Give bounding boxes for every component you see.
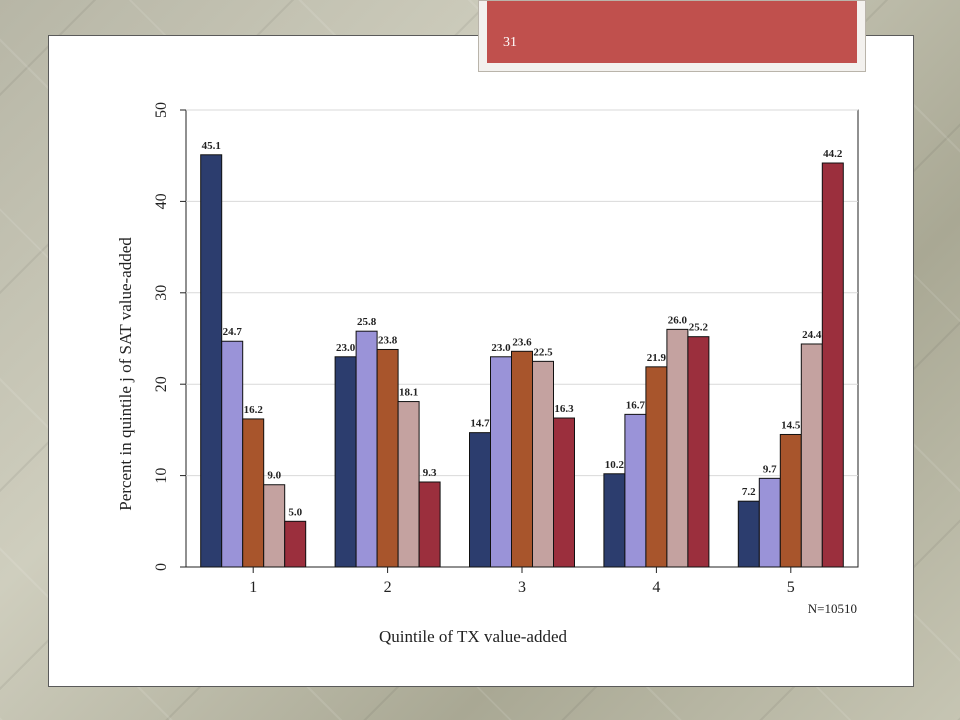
bar (758, 477, 781, 568)
data-label: 9.3 (423, 467, 437, 479)
x-axis-ticks: 1 2 3 4 5 (249, 567, 795, 596)
bar (221, 340, 244, 568)
y-axis-label: Percent in quintile j of SAT value-added (116, 237, 135, 511)
bar (624, 413, 647, 568)
bar (737, 500, 760, 568)
y-tick-label: 30 (153, 285, 170, 301)
data-label: 23.0 (336, 342, 356, 354)
data-label: 23.6 (512, 336, 532, 348)
x-tick-label: 1 (249, 579, 257, 596)
y-tick-label: 20 (153, 376, 170, 392)
data-label: 16.3 (554, 403, 574, 415)
bar (821, 162, 844, 568)
bar (263, 484, 286, 568)
bar (469, 432, 491, 568)
x-axis-label: Quintile of TX value-added (379, 627, 568, 646)
bar (490, 356, 512, 568)
bar (553, 417, 575, 568)
data-label: 45.1 (202, 140, 221, 152)
y-tick-label: 40 (153, 193, 170, 209)
data-label: 9.0 (267, 470, 281, 482)
data-label: 14.5 (781, 419, 801, 431)
bar (355, 330, 378, 568)
bar (687, 336, 710, 568)
data-label: 24.4 (802, 329, 822, 341)
data-label: 44.2 (823, 148, 843, 160)
bar (284, 520, 307, 568)
x-tick-label: 3 (518, 579, 526, 596)
data-label: 21.9 (647, 352, 667, 364)
data-label: 5.0 (288, 506, 302, 518)
bar (397, 401, 420, 568)
y-tick-label: 10 (153, 468, 170, 484)
data-label: 25.8 (357, 316, 377, 328)
data-label: 7.2 (742, 486, 756, 498)
data-label: 16.7 (626, 399, 646, 411)
bar (645, 366, 668, 568)
data-label: 18.1 (399, 387, 418, 399)
bar (779, 433, 802, 568)
bars (200, 154, 844, 568)
content-card: 0 10 20 30 40 50 1 2 3 4 5 45.1 24.7 16.2 9.0 5.0 23.0… (48, 35, 914, 687)
bar (200, 154, 223, 568)
y-tick-label: 50 (153, 102, 170, 118)
bar (511, 350, 533, 568)
data-label: 22.5 (533, 346, 553, 358)
data-label: 9.7 (763, 463, 777, 475)
bar (334, 356, 357, 568)
x-tick-label: 2 (384, 579, 392, 596)
x-tick-label: 4 (652, 579, 660, 596)
x-tick-label: 5 (787, 579, 795, 596)
page-number-tab: 31 (478, 0, 866, 72)
data-label: 10.2 (605, 459, 625, 471)
bar (242, 418, 265, 568)
bar (418, 481, 441, 568)
page-number: 31 (503, 35, 517, 50)
data-label: 24.7 (223, 326, 243, 338)
data-label: 16.2 (244, 404, 264, 416)
data-label: 25.2 (689, 322, 709, 334)
bar-chart: 0 10 20 30 40 50 1 2 3 4 5 45.1 24.7 16.2 9.0 5.0 23.0… (116, 102, 859, 646)
page-number-tab-fill: 31 (487, 1, 857, 63)
y-axis-ticks: 0 10 20 30 40 50 (153, 102, 186, 571)
bar (800, 343, 823, 568)
data-label: 26.0 (668, 314, 688, 326)
sample-size-note: N=10510 (808, 601, 857, 616)
bar (603, 473, 626, 568)
bar (532, 360, 554, 568)
data-label: 14.7 (470, 418, 490, 430)
bar (376, 348, 399, 568)
data-label: 23.8 (378, 334, 398, 346)
y-tick-label: 0 (153, 563, 170, 571)
bar (666, 328, 689, 568)
data-labels: 45.1 24.7 16.2 9.0 5.0 23.0 25.823.8 18.1 9.3 14.… (202, 140, 843, 519)
data-label: 23.0 (491, 342, 511, 354)
